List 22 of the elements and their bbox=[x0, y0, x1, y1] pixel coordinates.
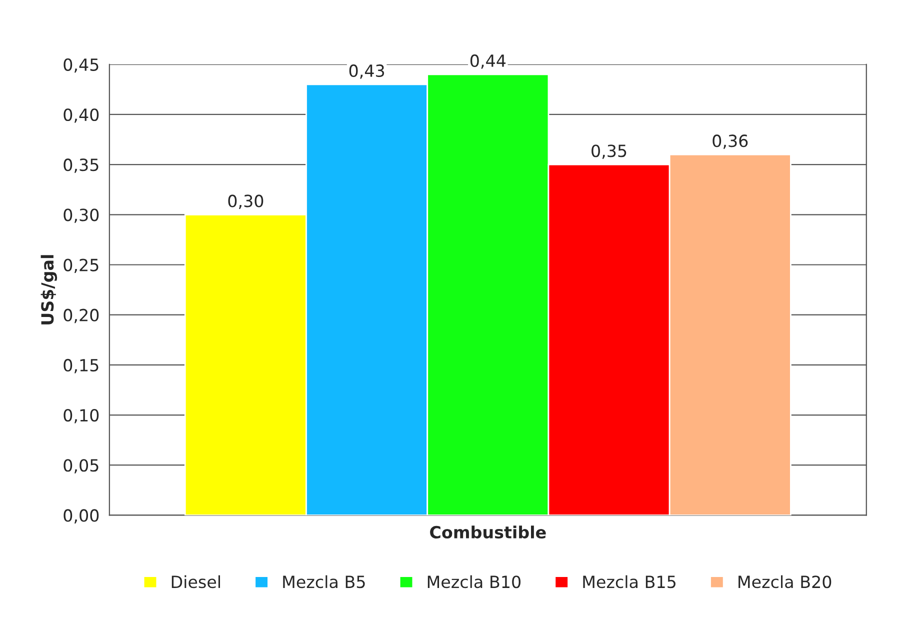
x-axis-title: Combustible bbox=[430, 526, 546, 539]
legend-label: Diesel bbox=[172, 575, 220, 588]
y-tick-label: 0,00 bbox=[64, 509, 99, 524]
y-tick-label: 0,10 bbox=[64, 408, 99, 424]
y-tick-label: 0,20 bbox=[64, 308, 99, 324]
y-tick-label: 0,25 bbox=[64, 258, 98, 274]
y-tick-label: 0,45 bbox=[64, 58, 98, 73]
y-tick-label: 0,35 bbox=[64, 158, 98, 173]
legend-label: Mezcla B10 bbox=[428, 575, 520, 588]
y-tick-label: 0,40 bbox=[64, 108, 99, 123]
y-tick-label: 0,05 bbox=[64, 459, 98, 474]
data-label: 0,44 bbox=[470, 54, 506, 69]
legend-label: Mezcla B5 bbox=[283, 575, 365, 588]
data-label: 0,43 bbox=[349, 64, 384, 79]
y-tick-label: 0,15 bbox=[64, 358, 98, 374]
y-tick-label: 0,30 bbox=[64, 208, 99, 223]
data-label: 0,36 bbox=[712, 134, 748, 149]
data-label: 0,35 bbox=[592, 144, 626, 159]
legend-label: Mezcla B20 bbox=[738, 575, 832, 588]
data-label: 0,30 bbox=[228, 194, 264, 209]
legend-label: Mezcla B15 bbox=[583, 575, 676, 588]
y-axis-title: US$/gal bbox=[40, 255, 58, 324]
